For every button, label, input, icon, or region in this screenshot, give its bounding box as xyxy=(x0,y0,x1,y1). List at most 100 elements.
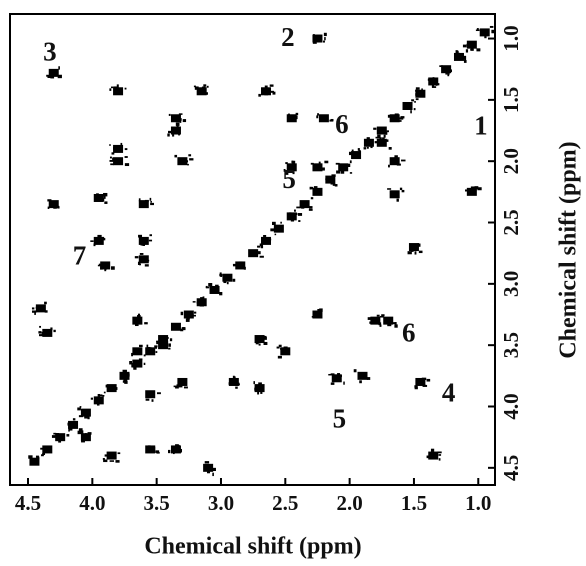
cross-peak xyxy=(311,308,323,319)
annotation: 6 xyxy=(335,109,349,139)
peak-speck xyxy=(298,220,301,222)
peak-speck xyxy=(351,149,354,152)
peak-speck xyxy=(415,87,420,90)
cross-peak xyxy=(374,137,392,150)
peak-speck xyxy=(258,251,261,255)
peak-speck xyxy=(215,284,219,288)
peak-speck xyxy=(131,362,135,365)
peak-speck xyxy=(384,319,387,321)
peak-speck xyxy=(178,113,183,115)
peak-speck xyxy=(257,245,261,248)
peak-speck xyxy=(392,322,396,325)
peak-speck xyxy=(68,427,73,431)
peak-speck xyxy=(255,386,259,390)
peak-speck xyxy=(55,206,60,209)
peak-core xyxy=(338,163,349,172)
peak-core xyxy=(138,200,149,209)
peak-speck xyxy=(50,76,55,79)
peak-speck xyxy=(97,264,103,267)
peak-speck xyxy=(68,429,70,432)
peak-speck xyxy=(491,30,496,34)
peak-speck xyxy=(50,327,53,331)
cross-peak xyxy=(51,432,70,443)
peak-speck xyxy=(418,250,423,254)
cross-peak xyxy=(286,209,303,222)
peak-speck xyxy=(178,133,180,136)
peak-speck xyxy=(334,184,338,187)
peak-speck xyxy=(310,186,314,190)
peak-speck xyxy=(133,367,137,370)
peak-speck xyxy=(138,198,141,202)
peak-speck xyxy=(388,147,392,150)
peak-speck xyxy=(274,233,277,236)
peak-speck xyxy=(156,340,160,345)
peak-speck xyxy=(284,171,289,175)
peak-speck xyxy=(324,37,326,41)
peak-speck xyxy=(102,236,105,241)
peak-speck xyxy=(67,422,72,426)
peak-speck xyxy=(385,131,388,135)
peak-core xyxy=(158,341,169,350)
cross-peak xyxy=(205,283,223,296)
peak-speck xyxy=(34,312,36,315)
peak-speck xyxy=(280,352,283,355)
peak-speck xyxy=(168,130,173,134)
peak-speck xyxy=(444,70,448,72)
peak-speck xyxy=(87,416,90,420)
peak-speck xyxy=(206,471,211,474)
peak-speck xyxy=(290,218,295,222)
cross-peak xyxy=(47,199,60,209)
cross-peak xyxy=(46,66,62,79)
peak-speck xyxy=(455,50,458,54)
peak-speck xyxy=(296,206,301,209)
cross-peak xyxy=(138,197,155,209)
cross-peak xyxy=(180,310,197,322)
peak-speck xyxy=(100,197,105,202)
peak-speck xyxy=(477,187,482,191)
peak-speck xyxy=(399,117,404,120)
peak-speck xyxy=(219,291,223,296)
peak-speck xyxy=(100,266,103,270)
y-tick-label: 4.0 xyxy=(499,393,523,419)
peak-speck xyxy=(258,93,261,97)
peak-speck xyxy=(182,327,185,330)
cross-peak xyxy=(286,112,299,123)
peak-speck xyxy=(115,460,120,463)
peak-speck xyxy=(260,245,264,249)
peak-speck xyxy=(168,343,171,347)
cross-peak xyxy=(168,444,183,455)
peak-speck xyxy=(39,325,42,328)
peak-speck xyxy=(98,238,103,242)
peak-speck xyxy=(411,99,415,102)
peak-speck xyxy=(146,344,149,348)
peak-core xyxy=(286,212,297,221)
peak-speck xyxy=(156,392,161,395)
peak-speck xyxy=(323,32,327,37)
cross-peak xyxy=(276,344,291,359)
peak-speck xyxy=(171,324,174,326)
peak-speck xyxy=(263,341,268,345)
peak-speck xyxy=(289,116,294,120)
peak-speck xyxy=(464,57,466,61)
cross-peak xyxy=(367,314,385,327)
x-axis-label: Chemical shift (ppm) xyxy=(144,534,361,560)
peak-speck xyxy=(102,458,105,460)
cross-peak xyxy=(109,156,130,167)
peak-speck xyxy=(236,383,240,386)
peak-speck xyxy=(427,78,430,81)
peak-core xyxy=(261,87,272,96)
peak-speck xyxy=(387,114,392,118)
peak-speck xyxy=(376,314,380,317)
peak-speck xyxy=(96,193,99,195)
peak-speck xyxy=(98,263,102,266)
cross-peak xyxy=(145,445,160,454)
peak-speck xyxy=(194,86,199,90)
peak-speck xyxy=(134,256,139,259)
peak-core xyxy=(331,374,342,383)
peak-speck xyxy=(147,346,151,349)
x-tick-label: 3.0 xyxy=(208,491,234,515)
cross-peak xyxy=(173,377,188,389)
peak-speck xyxy=(237,261,240,265)
cross-peak xyxy=(310,160,329,172)
